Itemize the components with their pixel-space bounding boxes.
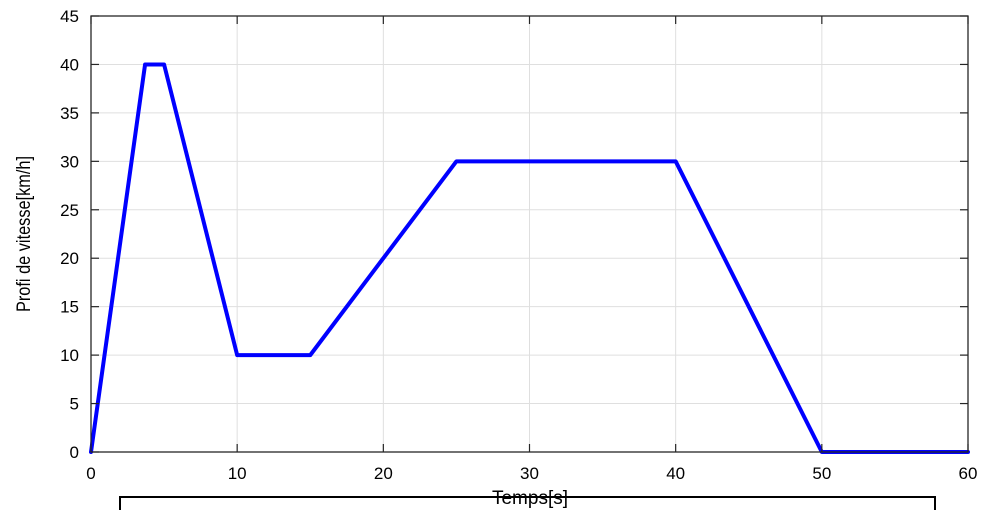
y-tick-label: 10 — [60, 346, 79, 365]
caption-box — [119, 496, 936, 510]
y-tick-label: 45 — [60, 7, 79, 26]
x-tick-labels: 0 10 20 30 40 50 60 — [86, 464, 977, 483]
y-tick-label: 25 — [60, 201, 79, 220]
y-tick-label: 20 — [60, 249, 79, 268]
y-tick-label: 35 — [60, 104, 79, 123]
ticks — [90, 15, 969, 453]
x-tick-label: 60 — [959, 464, 978, 483]
x-tick-label: 10 — [228, 464, 247, 483]
x-tick-label: 20 — [374, 464, 393, 483]
speed-profile-line — [89, 62, 970, 454]
x-tick-label: 50 — [812, 464, 831, 483]
series-layer — [89, 62, 970, 454]
x-tick-label: 0 — [86, 464, 95, 483]
y-tick-label: 40 — [60, 55, 79, 74]
y-tick-label: 5 — [70, 395, 79, 414]
x-tick-label: 40 — [666, 464, 685, 483]
y-tick-labels: 0 5 10 15 20 25 30 35 40 45 — [60, 7, 79, 462]
y-tick-label: 15 — [60, 298, 79, 317]
y-tick-label: 0 — [70, 443, 79, 462]
x-axis-label: Temps[s] — [492, 488, 568, 509]
y-tick-label: 30 — [60, 152, 79, 171]
x-tick-label: 30 — [520, 464, 539, 483]
y-axis-label: Profi de vitesse[km/h] — [13, 156, 34, 312]
